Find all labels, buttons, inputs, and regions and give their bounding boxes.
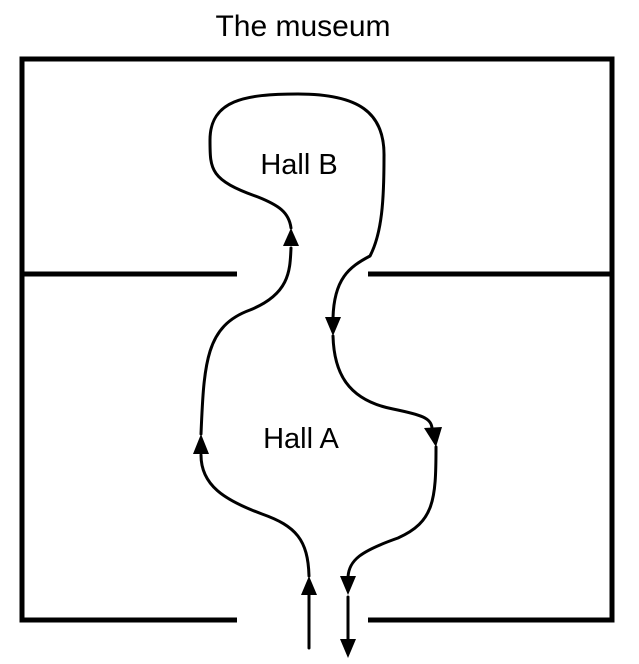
diagram-title: The museum (215, 10, 390, 43)
hall-a-label: Hall A (263, 423, 339, 455)
hall-b-label: Hall B (260, 149, 337, 181)
route-hall-a-right (331, 334, 434, 430)
route-hall-b-loop (208, 92, 386, 320)
route-to-hall-b (199, 246, 293, 436)
route-hall-b-exit-arrow (325, 317, 341, 336)
visitor-route (193, 92, 442, 658)
route-to-hall-b-arrow (283, 228, 299, 246)
outer-wall-top (19, 56, 615, 623)
route-hall-a-up (199, 453, 311, 578)
museum-walls (19, 56, 615, 623)
route-hall-a-up-arrow (193, 434, 209, 454)
route-to-exit (346, 445, 438, 579)
route-exit-arrow (340, 639, 356, 658)
route-to-exit-arrow (340, 576, 356, 595)
route-hall-a-right-arrow (424, 427, 442, 447)
route-entry-arrow (301, 576, 317, 595)
